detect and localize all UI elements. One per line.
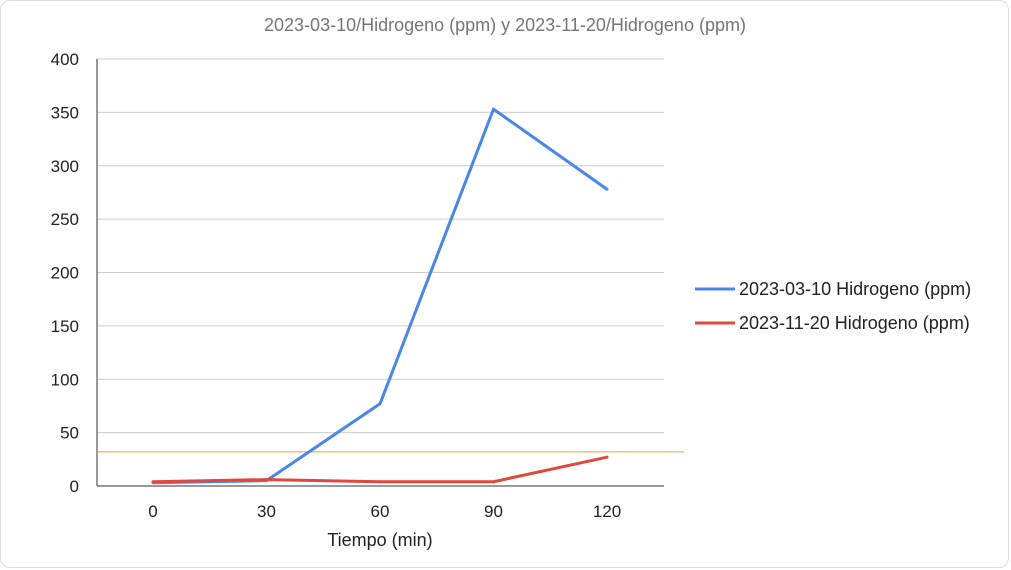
chart-title: 2023-03-10/Hidrogeno (ppm) y 2023-11-20/… [264, 15, 746, 35]
y-tick-label: 150 [51, 317, 79, 336]
y-tick-label: 350 [51, 103, 79, 122]
y-tick-label: 50 [60, 424, 79, 443]
y-tick-label: 0 [70, 477, 79, 496]
x-axis-label: Tiempo (min) [327, 530, 432, 550]
data-point [605, 187, 609, 191]
x-tick-label: 30 [257, 502, 276, 521]
data-point [605, 455, 609, 459]
y-tick-label: 400 [51, 50, 79, 69]
y-tick-label: 100 [51, 370, 79, 389]
legend-label: 2023-11-20 Hidrogeno (ppm) [739, 313, 970, 333]
x-tick-label: 90 [484, 502, 503, 521]
y-tick-label: 300 [51, 157, 79, 176]
data-point [492, 107, 495, 111]
gridlines [97, 58, 664, 434]
y-tick-label: 250 [51, 210, 79, 229]
legend: 2023-03-10 Hidrogeno (ppm) 2023-11-20 Hid… [695, 279, 971, 333]
x-tick-label: 120 [593, 502, 621, 521]
data-point [492, 480, 495, 484]
series-line-2 [152, 455, 608, 484]
series-line-1 [152, 107, 608, 485]
data-point [265, 478, 268, 482]
legend-label: 2023-03-10 Hidrogeno (ppm) [739, 279, 971, 299]
series-lines [151, 107, 609, 485]
data-point [378, 402, 382, 406]
y-axis-ticks: 0 50 100 150 200 250 300 350 400 [51, 50, 79, 496]
data-point [378, 480, 382, 484]
x-tick-label: 0 [148, 502, 157, 521]
x-tick-label: 60 [371, 502, 390, 521]
y-tick-label: 200 [51, 264, 79, 283]
data-point [151, 480, 155, 484]
x-axis-ticks: 0 30 60 90 120 [148, 502, 621, 521]
